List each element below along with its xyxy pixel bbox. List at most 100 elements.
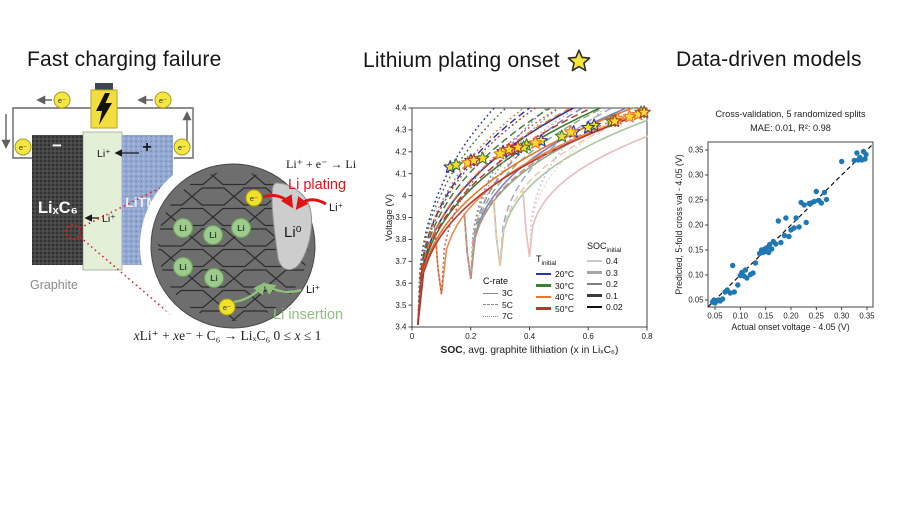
electron-badge: e⁻ (14, 138, 32, 156)
x-tick-label: 0.35 (859, 312, 875, 321)
y-tick-label: 0.30 (688, 171, 704, 180)
separator-li-ion-bottom: Li⁺ (102, 213, 116, 225)
onset-star (555, 129, 569, 143)
hexagon (339, 209, 370, 226)
x-tick-label: 0.4 (524, 332, 536, 341)
insertion-ion-label: Li⁺ (306, 284, 321, 296)
x-axis-label: Actual onset voltage - 4.05 (V) (731, 322, 849, 332)
svg-text:e⁻: e⁻ (159, 96, 167, 105)
plating-curve (463, 107, 645, 279)
hexagon (360, 270, 370, 287)
li-atom: Li (203, 267, 225, 289)
reaction-equation: xLi⁺ + xe⁻ + C₆ → LiₓC₆ 0 ≤ x ≤ 1 (133, 328, 322, 343)
scatter-point (791, 225, 797, 231)
scatter-point (778, 239, 784, 246)
plating-curve (417, 107, 601, 325)
plating-arrow-left (262, 193, 294, 209)
hexagon (339, 291, 370, 308)
scatter-point (793, 215, 799, 221)
plating-onset-chart: 0 0.2 0.4 0.6 0.8 3.4 3.5 3.6 3.7 3.8 3.9 4 4.1 4.2 4.… (385, 104, 653, 356)
onset-star (475, 151, 490, 165)
magnifier-line-bottom (79, 236, 171, 315)
hexagon (360, 188, 370, 205)
onset-star (502, 142, 516, 156)
lightning-icon (96, 93, 112, 125)
svg-text:e⁻: e⁻ (19, 143, 27, 152)
electron-badge: e⁻ (53, 91, 71, 109)
onset-star (622, 109, 637, 123)
plating-curve (463, 107, 604, 279)
onset-star (607, 114, 622, 127)
y-tick-label: 4 (402, 191, 407, 200)
plating-curve (417, 107, 551, 325)
plating-curve (463, 107, 627, 279)
plating-curve (417, 107, 592, 325)
onset-star (581, 120, 595, 134)
scatter-point (801, 202, 807, 208)
middle-panel-title-text: Lithium plating onset (363, 49, 560, 72)
chart-subtitle: MAE: 0.01, R²: 0.98 (750, 123, 831, 133)
svg-text:e⁻: e⁻ (178, 143, 186, 152)
plating-curve (522, 135, 648, 258)
plating-arrow-right (295, 196, 327, 211)
onset-star (637, 105, 651, 119)
chart-title: Cross-validation, 5 randomized splits (715, 109, 866, 119)
li-atom: Li (172, 217, 194, 239)
onset-star (449, 157, 463, 171)
li-atom: Li (230, 217, 252, 239)
onset-star (563, 125, 578, 138)
hexagon (318, 270, 360, 287)
plot-box (707, 141, 874, 308)
battery-diagram: e⁻ e⁻ e⁻ e⁻ − + LiₓC₆ LiTMO Li⁺ Li⁺ Grap… (1, 83, 370, 339)
x-tick-label: 0.15 (758, 312, 774, 321)
y-tick-label: 4.1 (395, 169, 407, 178)
plating-reaction: Li⁺ + e⁻ → Li (286, 157, 357, 171)
magnifier-circle (65, 224, 81, 240)
charger-icon (90, 83, 118, 129)
x-tick-label: 0.8 (641, 332, 653, 341)
li-atom: Li (172, 256, 194, 278)
scatter-point (783, 215, 789, 221)
svg-text:Li: Li (179, 262, 187, 272)
x-tick-label: 0.30 (834, 312, 850, 321)
svg-text:e⁻: e⁻ (223, 303, 231, 312)
onset-star (511, 140, 525, 154)
y-tick-label: 4.3 (395, 126, 407, 135)
magnifier-line-top (79, 186, 163, 229)
graphite-anode (32, 135, 83, 265)
circuit-wire (12, 107, 194, 159)
scatter-point (727, 290, 733, 296)
scatter-point (750, 270, 756, 276)
plating-curve (417, 107, 536, 325)
scatter-point (796, 224, 802, 230)
y-tick-label: 0.10 (688, 271, 704, 280)
x-tick-label: 0.25 (809, 312, 825, 321)
identity-line (707, 143, 874, 308)
y-tick-label: 3.8 (395, 235, 407, 244)
scatter-point (811, 198, 817, 205)
svg-text:Li: Li (209, 230, 217, 240)
scatter-point (803, 219, 809, 226)
plating-curve (417, 107, 507, 325)
y-tick-label: 3.4 (395, 323, 407, 332)
scatter-point (781, 232, 788, 239)
scatter-point (766, 249, 772, 256)
scatter-point (821, 189, 828, 196)
right-panel-title: Data-driven models (676, 48, 862, 71)
plating-curve (492, 119, 648, 266)
y-tick-label: 4.2 (395, 148, 407, 157)
electron-badge: e⁻ (245, 189, 263, 207)
hexagon (275, 269, 308, 288)
y-axis-label: Predicted, 5-fold cross val - 4.05 (V) (674, 154, 684, 294)
li-atoms: Li Li Li Li Li (172, 217, 252, 289)
hexagon (339, 250, 370, 267)
y-tick-label: 3.9 (395, 213, 407, 222)
svg-text:e⁻: e⁻ (250, 194, 258, 203)
cross-validation-chart: Cross-validation, 5 randomized splits MAE… (674, 109, 875, 332)
onset-star (528, 135, 543, 149)
scatter-point (775, 218, 781, 224)
anode-minus-sign: − (52, 136, 62, 155)
x-tick-label: 0 (410, 332, 415, 341)
plating-curve (417, 107, 525, 325)
